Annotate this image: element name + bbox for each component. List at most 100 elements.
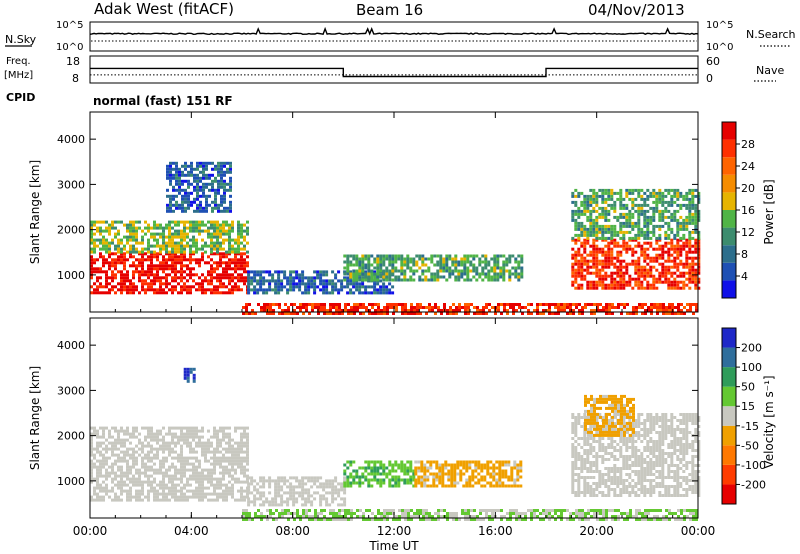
velocity-cells-cell-r4 [465, 481, 469, 485]
power-cells-cell-r5 [353, 303, 356, 306]
power-cells-cell-r4 [487, 272, 491, 276]
velocity-cells-cell-r0 [186, 438, 189, 442]
power-cells-cell-r6 [676, 268, 680, 272]
power-cells-cell-r3 [256, 282, 260, 286]
power-cells-cell-r0 [153, 273, 156, 277]
velocity-cells-cell-r2 [265, 500, 269, 504]
power-cells-cell-r7 [643, 191, 647, 195]
velocity-cells-cell-r0 [156, 471, 159, 475]
power-cells-cell-r3 [307, 282, 311, 286]
power-cells-cell-r5 [350, 312, 353, 315]
velocity-cells-cell-r0 [177, 471, 180, 475]
power-cells-cell-r7 [586, 215, 590, 219]
power-cells-cell-r1 [225, 238, 228, 242]
velocity-cells-cell-r5 [401, 509, 404, 512]
velocity-cells-cell-r0 [144, 435, 147, 439]
velocity-cells-cell-r4 [429, 484, 433, 488]
velocity-cells-cell-r3 [373, 478, 377, 482]
power-cells-cell-r0 [120, 270, 123, 274]
velocity-cells-cell-r4 [456, 481, 460, 485]
power-cells-cell-r6 [652, 274, 656, 278]
power-cells-cell-r0 [240, 276, 243, 280]
velocity-cells-cell-r5 [275, 509, 278, 512]
power-cells-cell-r7 [610, 194, 614, 198]
velocity-cells-cell-r0 [216, 438, 219, 442]
power-cells-cell-r6 [619, 271, 623, 275]
power-cells-cell-r7 [622, 203, 626, 207]
velocity-cells-cell-r0 [192, 426, 195, 430]
power-cells-cell-r1 [213, 241, 216, 245]
power-cells-cell-r4 [463, 257, 467, 261]
velocity-cells-cell-r2 [325, 485, 329, 489]
power-cells-cell-r4 [475, 272, 479, 276]
power-cells-cell-r5 [695, 306, 698, 309]
power-cells-cell-r0 [165, 291, 168, 295]
power-cells-cell-r7 [679, 194, 683, 198]
power-cells-cell-r6 [616, 256, 620, 260]
velocity-cells-cell-r0 [213, 486, 216, 490]
velocity-cells-cell-r0 [135, 435, 138, 439]
velocity-cells-cell-r0 [225, 426, 228, 430]
velocity-cells-cell-r0 [159, 468, 162, 472]
power-cells-cell-r4 [412, 272, 416, 276]
velocity-cells-cell-r3 [379, 472, 383, 476]
velocity-cells-cell-r0 [234, 498, 237, 502]
velocity-cells-cell-r2 [274, 497, 278, 501]
velocity-cells-cell-r0 [222, 471, 225, 475]
velocity-cells-cell-r0 [171, 456, 174, 460]
velocity-cells-cell-r0 [99, 495, 102, 499]
velocity-cells-cell-r5 [428, 515, 431, 518]
power-cells-cell-r5 [671, 312, 674, 315]
power-cells-cell-r4 [445, 257, 449, 261]
power-cells-cell-r4 [493, 257, 497, 261]
velocity-cells-cell-r2 [271, 479, 275, 483]
velocity-cells-cell-r4 [456, 466, 460, 470]
power-cells-cell-r3 [259, 285, 263, 289]
power-cells-cell-r1 [126, 250, 129, 254]
power-cells-cell-r4 [370, 278, 374, 282]
velocity-cells-cell-r0 [144, 495, 147, 499]
velocity-cells-cell-r1 [192, 373, 196, 377]
power-cells-cell-r2 [166, 194, 169, 198]
power-cells-cell-r0 [231, 285, 234, 289]
velocity-cells-cell-r5 [491, 512, 494, 515]
power-cells-cell-r2 [211, 182, 214, 186]
velocity-cells-cell-r0 [186, 441, 189, 445]
power-cells-cell-r7 [631, 227, 635, 231]
velocity-cells-cell-r5 [314, 512, 317, 515]
power-cells-cell-r2 [178, 203, 181, 207]
velocity-cells-cell-r2 [280, 488, 284, 492]
velocity-cells-cell-r5 [407, 515, 410, 518]
velocity-cells-cell-r0 [111, 441, 114, 445]
power-cells-cell-r0 [132, 270, 135, 274]
power-cells-cell-r0 [147, 270, 150, 274]
velocity-cells-cell-r0 [204, 459, 207, 463]
power-cells-cell-r5 [587, 303, 590, 306]
power-cells-cell-r0 [99, 252, 102, 256]
power-cells-cell-r7 [589, 227, 593, 231]
velocity-cells-cell-r3 [412, 478, 416, 482]
velocity-cells-cell-r3 [373, 460, 377, 464]
power-cells-cell-r3 [307, 279, 311, 283]
power-cells-cell-r6 [661, 271, 665, 275]
velocity-cells-cell-r0 [216, 435, 219, 439]
power-cells-cell-r6 [664, 244, 668, 248]
velocity-cells-cell-r2 [310, 485, 314, 489]
velocity-cells-cell-r2 [319, 500, 323, 504]
power-cells-cell-r4 [358, 266, 362, 270]
velocity-cells-cell-r0 [156, 495, 159, 499]
velocity-cells-cell-r0 [222, 456, 225, 460]
velocity-cells-cell-r0 [201, 477, 204, 481]
power-cells-cell-r6 [697, 256, 701, 260]
power-cells-cell-r1 [132, 235, 135, 239]
velocity-cells-cell-r0 [234, 477, 237, 481]
velocity-cells-cell-r4 [444, 460, 448, 464]
power-cells-cell-r3 [328, 291, 332, 295]
power-cells-cell-r3 [301, 276, 305, 280]
power-cells-cell-r2 [166, 188, 169, 192]
power-cells-cell-r6 [580, 256, 584, 260]
power-cells-cell-r6 [685, 241, 689, 245]
velocity-cells-cell-r3 [409, 463, 413, 467]
power-cells-cell-r0 [189, 267, 192, 271]
velocity-cells-cell-r2 [343, 500, 347, 504]
